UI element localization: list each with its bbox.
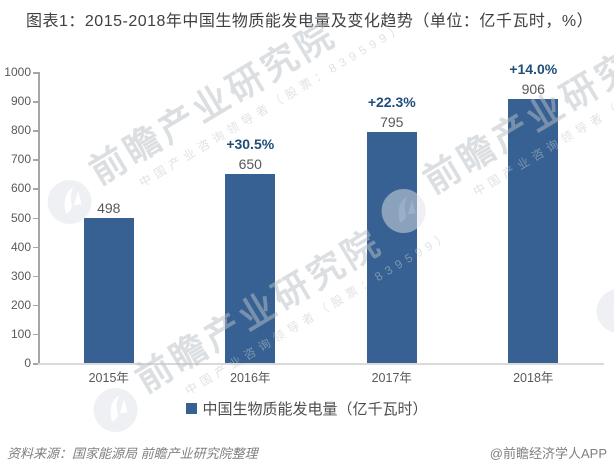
value-label: 906: [521, 81, 545, 98]
y-tick-label: 800: [10, 123, 31, 138]
y-tick-label: 900: [10, 94, 31, 109]
bar-2015年: [83, 218, 134, 363]
y-tick-label: 200: [10, 297, 31, 312]
y-tick-mark: [33, 159, 38, 161]
growth-label: +14.0%: [509, 61, 558, 78]
y-tick-label: 700: [10, 152, 31, 167]
value-label: 795: [380, 113, 404, 130]
bar-2016年: [225, 173, 276, 363]
growth-label: +30.5%: [226, 135, 275, 152]
y-tick-mark: [33, 246, 38, 249]
y-tick-mark: [33, 363, 38, 365]
y-tick-label: 400: [10, 239, 31, 254]
footer: 资料来源：国家能源局 前瞻产业研究院整理 @前瞻经济学人APP: [7, 443, 607, 462]
growth-label: +22.3%: [367, 93, 416, 110]
credit-note: @前瞻经济学人APP: [489, 446, 607, 461]
value-label: 498: [97, 200, 121, 217]
y-tick-label: 300: [10, 268, 31, 283]
y-tick-mark: [33, 217, 38, 219]
x-tick-label: 2017年: [371, 371, 412, 385]
y-axis-line: [38, 72, 40, 363]
x-tick-label: 2016年: [230, 371, 271, 385]
y-tick-mark: [33, 188, 38, 190]
x-axis-line: [38, 363, 604, 365]
y-tick-label: 100: [10, 326, 31, 341]
bar-2017年: [366, 131, 417, 363]
legend-marker: [186, 403, 198, 414]
x-tick-label: 2015年: [88, 371, 129, 385]
legend: 中国生物质能发电量（亿千瓦时）: [0, 398, 614, 419]
value-label: 650: [238, 155, 262, 172]
y-tick-mark: [33, 101, 38, 103]
y-tick-label: 1000: [4, 65, 31, 79]
y-tick-label: 500: [10, 210, 31, 225]
y-tick-mark: [33, 275, 38, 278]
legend-label: 中国生物质能发电量（亿千瓦时）: [202, 401, 428, 418]
y-tick-mark: [33, 72, 38, 74]
y-tick-mark: [33, 333, 38, 336]
x-tick-label: 2018年: [513, 371, 554, 385]
y-tick-label: 600: [10, 181, 31, 196]
y-tick-mark: [33, 304, 38, 307]
chart-title: 图表1：2015-2018年中国生物质能发电量及变化趋势（单位：亿千瓦时，%）: [26, 13, 594, 30]
bar-2018年: [508, 99, 559, 363]
y-tick-mark: [33, 130, 38, 132]
source-note: 资料来源：国家能源局 前瞻产业研究院整理: [7, 446, 258, 461]
y-tick-label: 0: [24, 356, 31, 370]
